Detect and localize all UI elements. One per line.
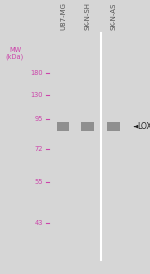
- Text: 43: 43: [34, 220, 43, 226]
- Text: MW
(kDa): MW (kDa): [6, 47, 24, 60]
- Text: 180: 180: [30, 70, 43, 76]
- Text: LOXL2: LOXL2: [138, 122, 150, 131]
- Text: 55: 55: [34, 179, 43, 185]
- Text: U87-MG: U87-MG: [60, 2, 66, 30]
- Bar: [57, 122, 69, 131]
- Text: 95: 95: [34, 116, 43, 122]
- Bar: [107, 122, 120, 131]
- Text: SK-N-AS: SK-N-AS: [110, 3, 116, 30]
- Text: SK-N-SH: SK-N-SH: [85, 2, 91, 30]
- Text: 130: 130: [30, 92, 43, 98]
- Bar: [81, 122, 94, 131]
- Text: 72: 72: [34, 146, 43, 152]
